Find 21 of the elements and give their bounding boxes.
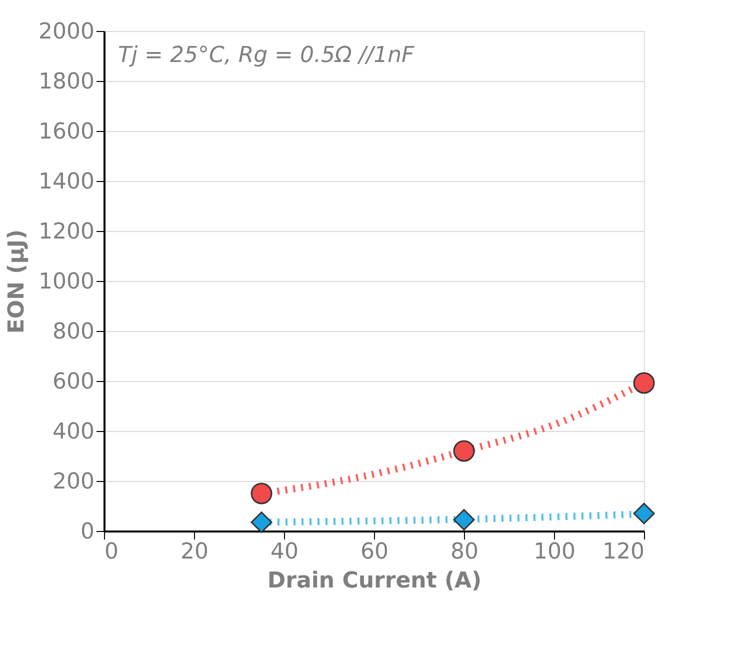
x-tick-label: 120 bbox=[602, 540, 644, 564]
y-tick-label: 600 bbox=[52, 370, 94, 394]
x-tick-label: 100 bbox=[534, 540, 576, 564]
x-tick-label: 0 bbox=[104, 540, 118, 564]
y-tick-label: 200 bbox=[52, 470, 94, 494]
y-tick-label: 1800 bbox=[38, 70, 94, 94]
x-tick-label: 40 bbox=[270, 540, 298, 564]
y-tick-label: 2000 bbox=[38, 20, 94, 44]
x-tick-label: 60 bbox=[360, 540, 388, 564]
x-tick-label: 20 bbox=[180, 540, 208, 564]
y-tick-label: 400 bbox=[52, 420, 94, 444]
annotation: Tj = 25°C, Rg = 0.5Ω //1nF bbox=[118, 43, 415, 68]
x-tick-label: 80 bbox=[450, 540, 478, 564]
y-tick-label: 1200 bbox=[38, 220, 94, 244]
y-tick-label: 1000 bbox=[38, 270, 94, 294]
y-tick-label: 1600 bbox=[38, 120, 94, 144]
y-tick-label: 0 bbox=[80, 520, 94, 544]
y-tick-label: 800 bbox=[52, 320, 94, 344]
y-tick-label: 1400 bbox=[38, 170, 94, 194]
x-axis-title: Drain Current (A) bbox=[267, 568, 482, 594]
y-axis-title: EON (µJ) bbox=[4, 229, 30, 334]
